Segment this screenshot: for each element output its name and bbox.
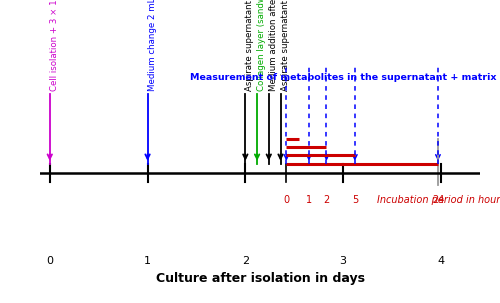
Text: Measurement of metabolites in the supernatant + matrix: Measurement of metabolites in the supern…	[190, 73, 496, 82]
Text: Collagen layer (sandwich): Collagen layer (sandwich)	[257, 0, 266, 91]
Text: Medium change 2 mL: Medium change 2 mL	[148, 0, 156, 91]
X-axis label: Culture after isolation in days: Culture after isolation in days	[156, 272, 364, 285]
Text: Cell isolation + 3 × 10⁶ cells/dish: Cell isolation + 3 × 10⁶ cells/dish	[50, 0, 59, 91]
Text: 24: 24	[432, 195, 444, 205]
Text: Aspirate supernatant: Aspirate supernatant	[280, 0, 289, 91]
Text: 5: 5	[352, 195, 358, 205]
Text: 0: 0	[284, 195, 290, 205]
Text: 1: 1	[306, 195, 312, 205]
Text: Incubation period in hours: Incubation period in hours	[378, 195, 500, 205]
Text: Aspirate supernatant: Aspirate supernatant	[246, 0, 254, 91]
Text: 2: 2	[324, 195, 330, 205]
Text: Medium addition after 1 hr: Medium addition after 1 hr	[269, 0, 278, 91]
